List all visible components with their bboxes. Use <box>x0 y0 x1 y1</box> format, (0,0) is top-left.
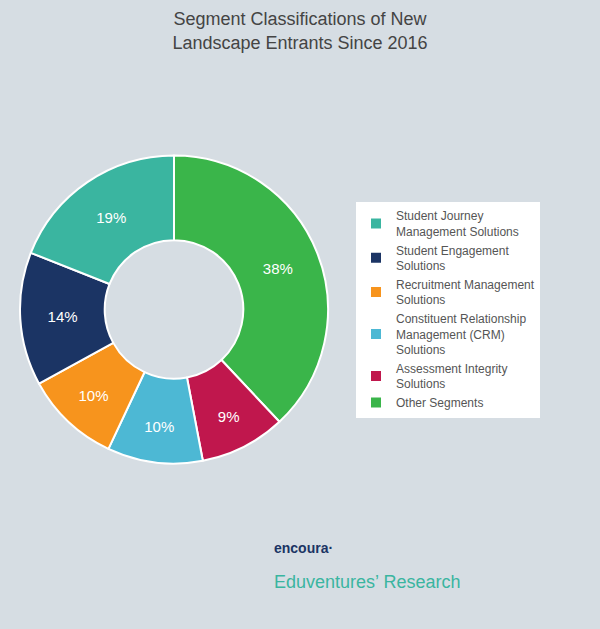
svg-text:19%: 19% <box>96 209 126 226</box>
svg-text:Student JourneyManagement Solu: Student JourneyManagement Solutions <box>396 209 519 239</box>
svg-text:Assessment IntegritySolutions: Assessment IntegritySolutions <box>396 362 507 392</box>
svg-text:Recruitment ManagementSolution: Recruitment ManagementSolutions <box>396 278 535 308</box>
svg-text:14%: 14% <box>48 308 78 325</box>
svg-text:9%: 9% <box>218 408 240 425</box>
svg-text:10%: 10% <box>144 418 174 435</box>
svg-text:Constituent RelationshipManage: Constituent RelationshipManagement (CRM)… <box>396 312 526 357</box>
svg-text:Eduventures’ Research: Eduventures’ Research <box>274 572 460 592</box>
svg-text:10%: 10% <box>78 387 108 404</box>
svg-text:Segment Classifications of New: Segment Classifications of NewLandscape … <box>172 9 427 52</box>
svg-text:Student EngagementSolutions: Student EngagementSolutions <box>396 244 509 274</box>
svg-text:encoura·: encoura· <box>274 540 333 556</box>
svg-text:38%: 38% <box>263 260 293 277</box>
svg-text:Other Segments: Other Segments <box>396 396 483 410</box>
